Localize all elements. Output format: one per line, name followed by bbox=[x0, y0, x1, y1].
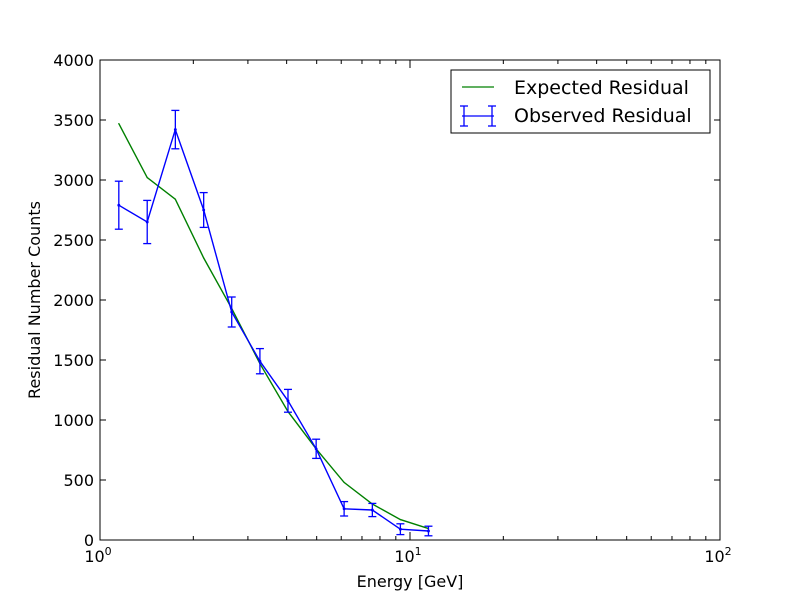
y-tick-label: 2000 bbox=[53, 291, 94, 310]
data-point bbox=[370, 508, 374, 512]
data-point bbox=[427, 529, 430, 533]
data-point bbox=[117, 203, 121, 207]
data-point bbox=[398, 527, 402, 531]
error-bar bbox=[368, 502, 377, 518]
y-tick-label: 4000 bbox=[53, 51, 94, 70]
error-bar bbox=[255, 347, 264, 375]
data-point bbox=[342, 507, 346, 511]
legend-swatch-observed bbox=[460, 105, 496, 127]
y-tick-label: 3000 bbox=[53, 171, 94, 190]
plot-frame bbox=[99, 59, 721, 541]
x-tick-label-base: 10 bbox=[394, 547, 414, 566]
y-tick-label: 0 bbox=[84, 531, 94, 550]
y-tick-label: 2500 bbox=[53, 231, 94, 250]
data-point bbox=[230, 310, 234, 314]
expected-point bbox=[203, 257, 205, 259]
x-axis: 100 101 102 bbox=[84, 60, 732, 566]
x-tick-label-base: 10 bbox=[84, 547, 104, 566]
x-axis-title: Energy [GeV] bbox=[357, 572, 464, 591]
data-point bbox=[202, 208, 206, 212]
y-axis: 0 500 1000 1500 2000 2500 3000 3500 4000 bbox=[53, 51, 720, 550]
expected-point bbox=[146, 177, 148, 179]
expected-residual-line bbox=[118, 123, 429, 530]
error-bar bbox=[227, 296, 236, 328]
y-tick-label: 3500 bbox=[53, 111, 94, 130]
legend-label-expected: Expected Residual bbox=[514, 77, 689, 99]
x-tick-label-base: 10 bbox=[704, 547, 724, 566]
error-bar bbox=[340, 500, 349, 517]
data-point bbox=[258, 359, 262, 363]
x-tick-label-exponent: 1 bbox=[415, 545, 422, 558]
x-tick-label: 100 bbox=[84, 545, 111, 566]
data-point bbox=[173, 128, 177, 132]
data-point bbox=[145, 220, 149, 224]
error-bar bbox=[283, 388, 292, 413]
plot-series bbox=[114, 109, 433, 537]
x-tick-label: 101 bbox=[394, 545, 421, 566]
legend-box bbox=[450, 69, 711, 134]
error-bar bbox=[171, 109, 180, 150]
error-bar bbox=[424, 525, 433, 537]
error-bar bbox=[312, 438, 321, 460]
x-tick-label-exponent: 0 bbox=[105, 545, 112, 558]
data-point bbox=[286, 399, 290, 403]
observed-residual-line bbox=[118, 127, 429, 532]
error-bar bbox=[199, 191, 208, 229]
data-point bbox=[314, 447, 318, 451]
y-tick-label: 1000 bbox=[53, 411, 94, 430]
expected-point bbox=[174, 198, 176, 200]
y-axis-title: Residual Number Counts bbox=[25, 201, 44, 399]
error-bar bbox=[114, 180, 123, 230]
expected-point bbox=[343, 481, 345, 483]
legend-label-observed: Observed Residual bbox=[514, 105, 692, 127]
x-tick-label-exponent: 2 bbox=[725, 545, 732, 558]
y-tick-label: 1500 bbox=[53, 351, 94, 370]
error-bar bbox=[143, 199, 152, 245]
expected-point bbox=[399, 519, 401, 521]
x-tick-label: 102 bbox=[704, 545, 731, 566]
expected-point bbox=[118, 123, 120, 125]
error-bar bbox=[396, 523, 405, 536]
y-tick-label: 500 bbox=[63, 471, 94, 490]
legend: Expected Residual Observed Residual bbox=[450, 69, 711, 134]
